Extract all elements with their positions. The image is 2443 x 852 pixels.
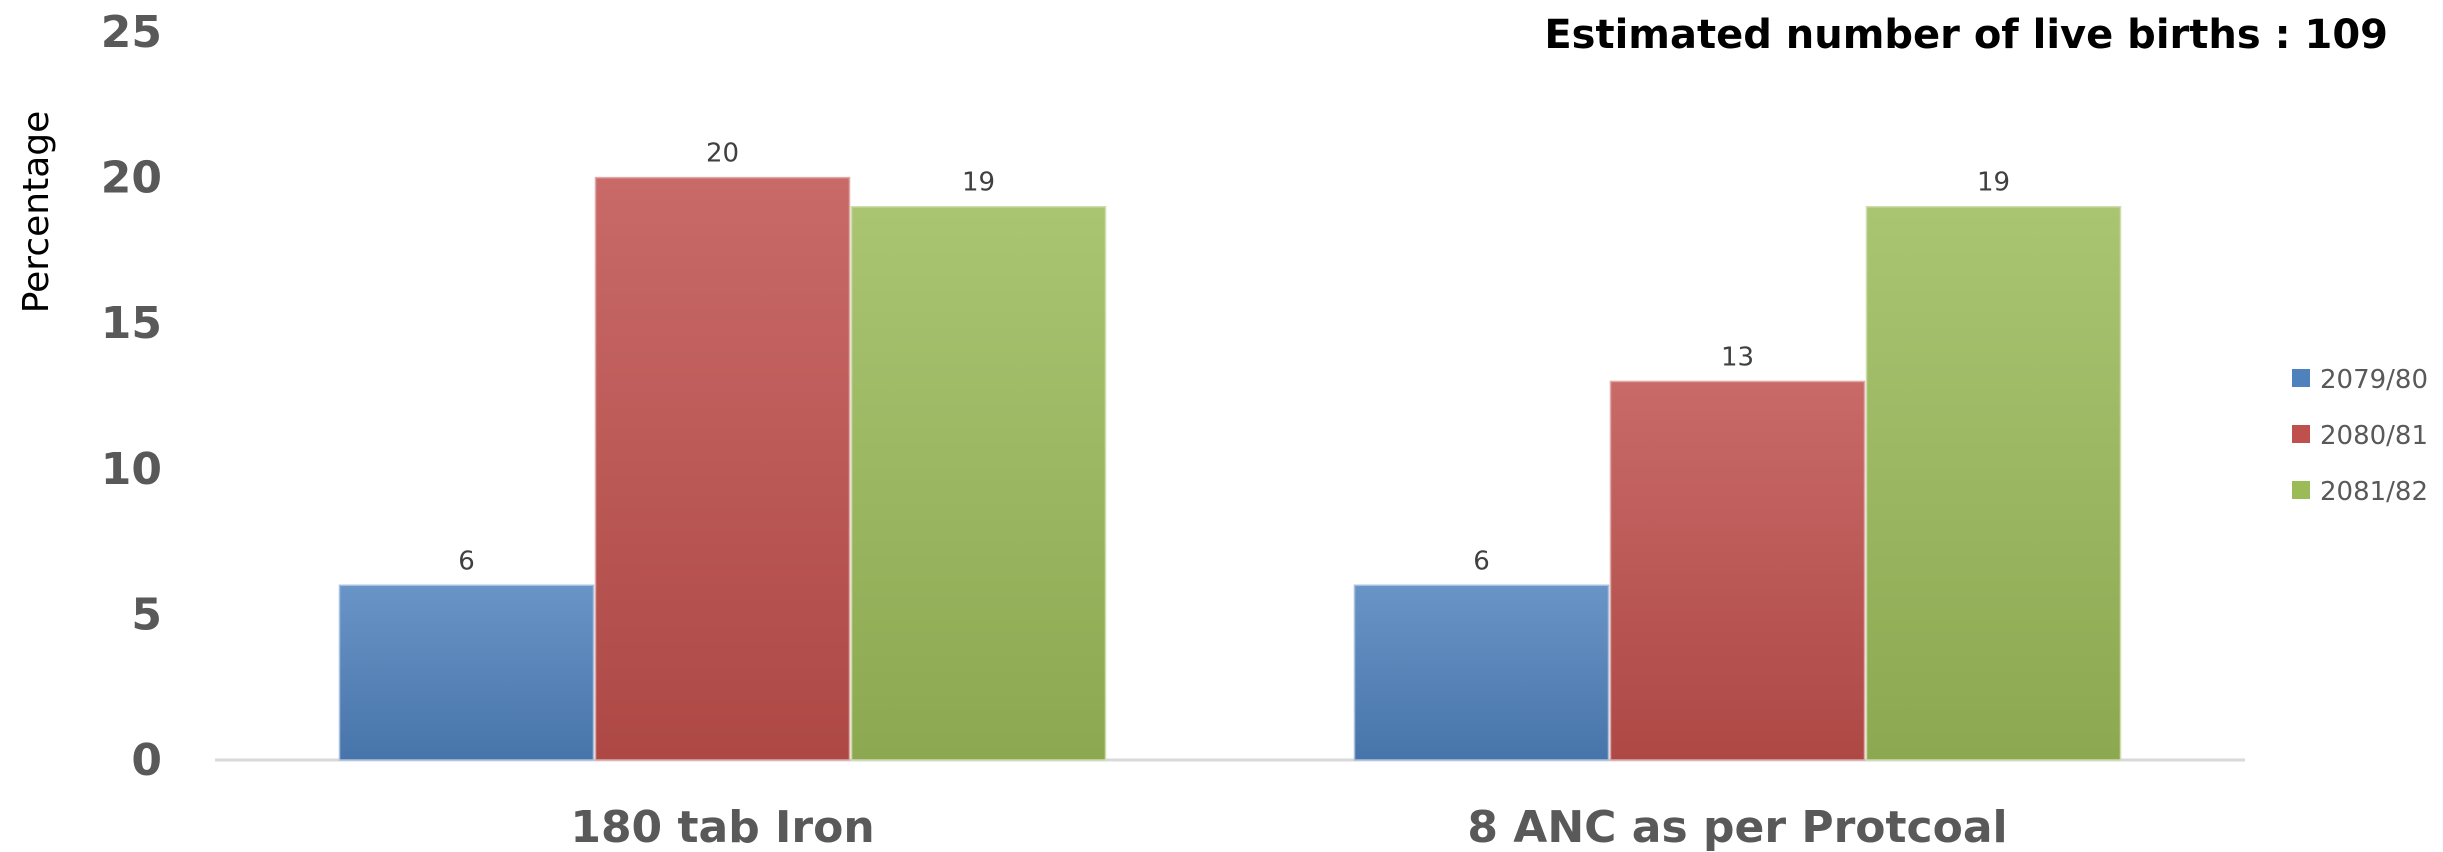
legend-label: 2080/81 [2320,421,2428,451]
bars-group [338,176,2122,761]
bar-2079-80-0 [338,584,595,761]
y-tick-label: 0 [131,735,162,786]
y-tick-label: 15 [101,298,162,349]
live-births-annotation: Estimated number of live births : 109 [1544,12,2388,58]
y-tick-label: 25 [101,7,162,58]
data-label: 19 [1977,168,2010,198]
bar-2081-82-1 [1865,205,2122,761]
y-axis-ticks: 0 5 10 15 20 25 [101,7,162,786]
data-label: 6 [1473,546,1490,576]
category-labels-group: 180 tab Iron 8 ANC as per Protcoal [570,802,2007,852]
legend-swatch [2292,481,2310,499]
y-tick-label: 20 [101,153,162,204]
y-tick-label: 10 [101,444,162,495]
data-labels-group: 6 20 19 6 13 19 [458,139,2010,577]
legend-swatch [2292,369,2310,387]
bar-2079-80-1 [1353,584,1610,761]
data-label: 13 [1721,342,1754,372]
legend-label: 2079/80 [2320,365,2428,395]
legend: 2079/80 2080/81 2081/82 [2292,365,2428,507]
legend-label: 2081/82 [2320,477,2428,507]
bar-2080-81-0 [594,176,851,761]
data-label: 19 [962,168,995,198]
legend-swatch [2292,425,2310,443]
data-label: 20 [706,139,739,169]
bar-2080-81-1 [1609,380,1866,761]
y-axis-title: Percentage [16,111,57,314]
x-category-label: 8 ANC as per Protcoal [1467,802,2007,852]
bar-2081-82-0 [850,205,1107,761]
y-tick-label: 5 [131,589,162,640]
x-category-label: 180 tab Iron [570,802,874,852]
data-label: 6 [458,546,475,576]
